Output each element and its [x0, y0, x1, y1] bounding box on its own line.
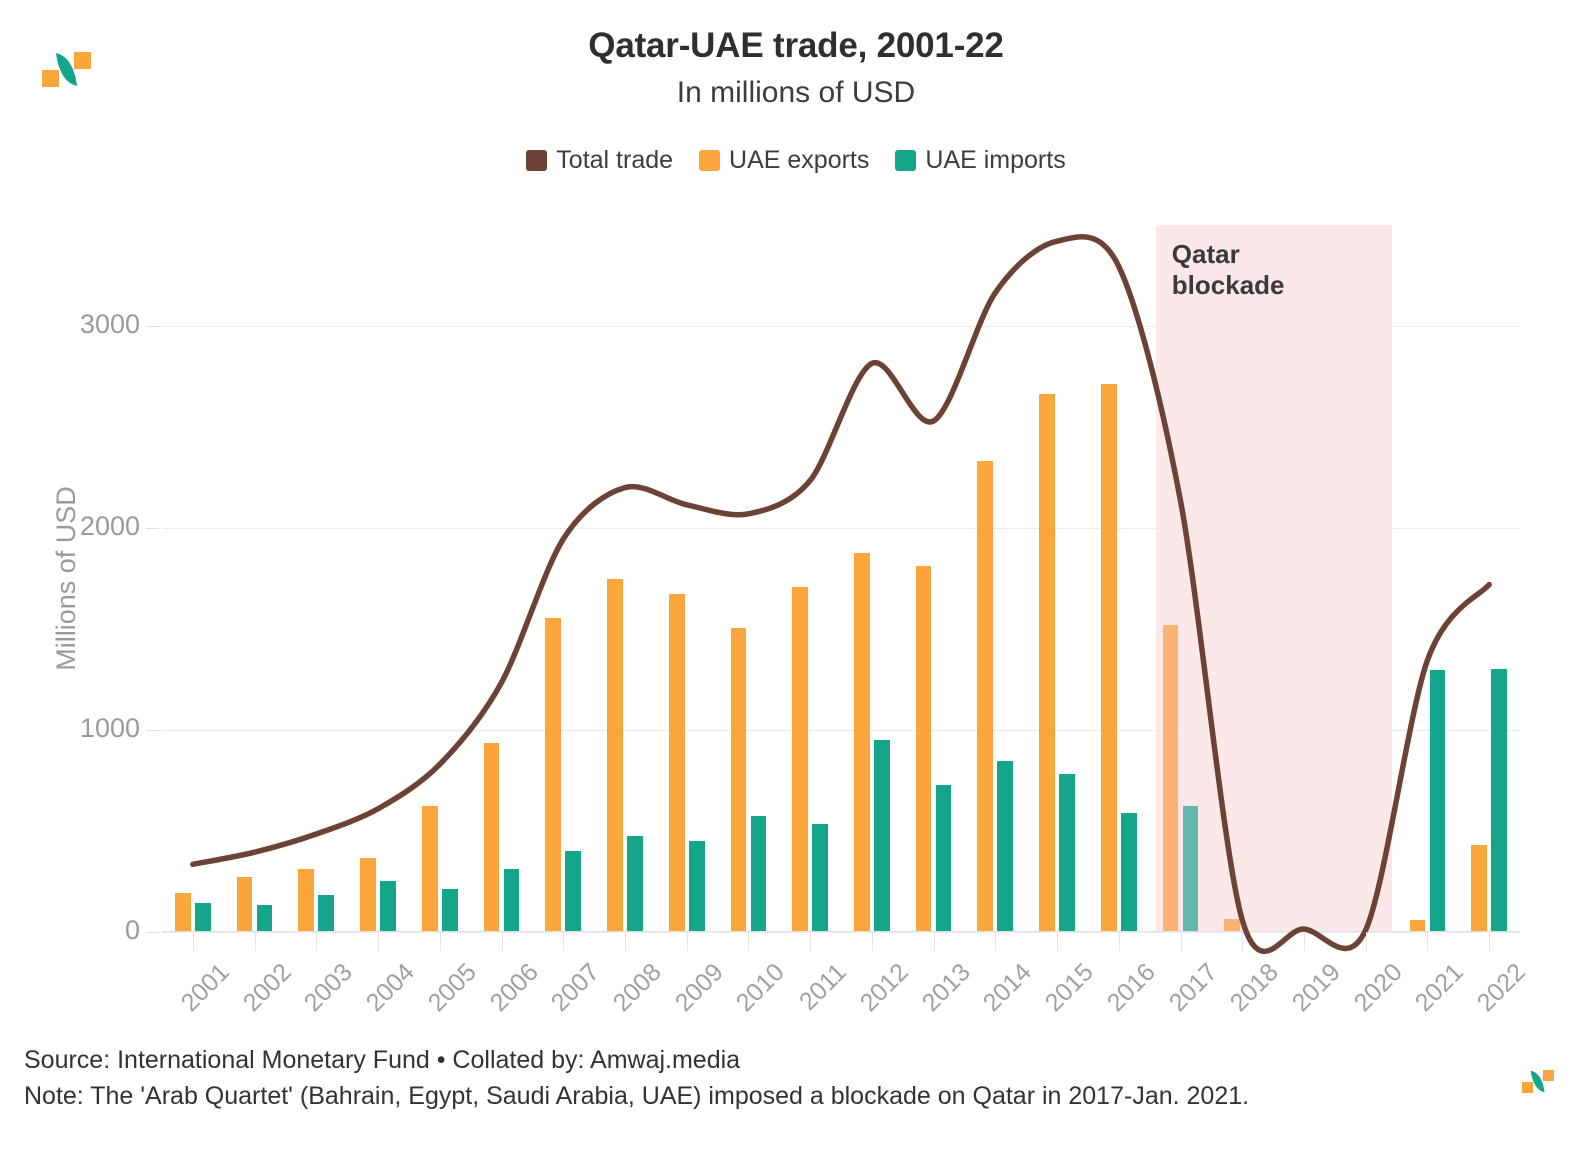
bar-imports-2017[interactable]: [1182, 805, 1199, 931]
legend-item-total-trade[interactable]: Total trade: [526, 148, 673, 173]
bar-imports-2003[interactable]: [318, 894, 335, 931]
amwaj-logo-icon: [42, 52, 92, 88]
x-tick: [1489, 932, 1491, 951]
bar-imports-2005[interactable]: [441, 888, 458, 931]
footer-source: Source: International Monetary Fund • Co…: [24, 1046, 741, 1074]
chart-legend: Total trade UAE exports UAE imports: [0, 148, 1592, 173]
bar-imports-2012[interactable]: [874, 740, 890, 931]
chart-title: Qatar-UAE trade, 2001-22: [588, 26, 1004, 65]
bar-imports-2002[interactable]: [256, 904, 273, 931]
gridline: [162, 730, 1520, 731]
bar-exports-2009[interactable]: [668, 593, 685, 931]
bar-imports-2013[interactable]: [935, 784, 952, 931]
x-tick: [192, 932, 194, 951]
x-tick: [1057, 932, 1059, 951]
bar-imports-2015[interactable]: [1059, 774, 1075, 931]
x-tick: [748, 932, 750, 951]
logo-swoosh-icon: [56, 53, 77, 86]
plot-area: 0 1000 2000 3000 2001 2002 2003 2004 2005 2006 20…: [80, 225, 1531, 1017]
bar-exports-2018[interactable]: [1224, 918, 1241, 931]
bar-exports-2001[interactable]: [174, 892, 191, 931]
bar-imports-2006[interactable]: [503, 869, 520, 931]
y-tick-label: 1000: [79, 713, 140, 743]
x-tick: [439, 932, 441, 951]
legend-item-uae-imports[interactable]: UAE imports: [895, 146, 1066, 174]
y-tick-dash: [146, 326, 159, 327]
legend-swatch-total-trade: [526, 150, 548, 171]
x-axis-baseline: [162, 931, 1520, 932]
bar-exports-2017[interactable]: [1162, 624, 1179, 931]
bar-imports-2004[interactable]: [380, 880, 396, 931]
bar-imports-2021[interactable]: [1429, 670, 1446, 931]
x-tick: [316, 932, 318, 951]
x-tick: [501, 932, 503, 951]
legend-item-uae-exports[interactable]: UAE exports: [699, 148, 869, 173]
y-tick-dash: [146, 528, 159, 529]
x-tick: [563, 932, 565, 951]
x-tick: [810, 932, 812, 951]
bar-exports-2008[interactable]: [607, 578, 623, 931]
bar-exports-2007[interactable]: [545, 617, 562, 931]
x-tick: [1180, 932, 1182, 951]
bar-exports-2010[interactable]: [730, 628, 747, 931]
legend-label-total-trade: Total trade: [556, 146, 674, 174]
blockade-annotation: Qatar blockade: [1171, 239, 1285, 300]
x-tick: [1118, 932, 1120, 951]
logo-footer-swoosh-icon: [1530, 1070, 1545, 1093]
bar-imports-2016[interactable]: [1120, 812, 1137, 931]
x-tick: [378, 932, 380, 951]
y-tick-label: 0: [124, 915, 140, 945]
x-tick: [254, 932, 256, 951]
bar-imports-2009[interactable]: [688, 841, 705, 931]
bar-exports-2016[interactable]: [1100, 383, 1117, 931]
bar-exports-2014[interactable]: [977, 461, 994, 931]
x-tick: [1303, 932, 1305, 951]
bar-exports-2004[interactable]: [360, 858, 376, 931]
bar-exports-2002[interactable]: [236, 877, 253, 931]
legend-label-uae-imports: UAE imports: [925, 146, 1066, 174]
bar-exports-2022[interactable]: [1471, 845, 1487, 931]
footer-note: Note: The 'Arab Quartet' (Bahrain, Egypt…: [24, 1081, 1250, 1110]
x-tick: [933, 932, 935, 951]
chart-footer: Source: International Monetary Fund • Co…: [24, 1043, 1484, 1114]
gridline: [162, 932, 1520, 933]
y-tick-label: 3000: [79, 309, 140, 339]
y-tick-label: 2000: [79, 511, 140, 541]
bar-exports-2003[interactable]: [298, 869, 315, 931]
x-tick: [686, 932, 688, 951]
bar-imports-2014[interactable]: [997, 761, 1014, 931]
y-tick-dash: [146, 730, 159, 731]
chart-subtitle: In millions of USD: [676, 76, 916, 109]
x-tick: [624, 932, 626, 951]
amwaj-logo-footer-icon: [1522, 1070, 1556, 1094]
legend-swatch-uae-exports: [699, 150, 721, 171]
x-tick: [995, 932, 997, 951]
bar-imports-2022[interactable]: [1491, 669, 1508, 931]
gridline: [162, 528, 1520, 529]
gridline: [162, 326, 1520, 327]
bar-exports-2012[interactable]: [853, 553, 870, 931]
bar-imports-2008[interactable]: [627, 836, 643, 931]
x-tick: [1242, 932, 1244, 951]
x-tick: [1427, 932, 1429, 951]
bar-exports-2015[interactable]: [1039, 393, 1055, 931]
bar-exports-2011[interactable]: [792, 586, 808, 931]
bar-imports-2011[interactable]: [812, 823, 829, 931]
bar-exports-2013[interactable]: [915, 566, 932, 931]
bar-imports-2001[interactable]: [195, 902, 211, 931]
y-tick-dash: [146, 932, 159, 933]
bar-imports-2007[interactable]: [565, 851, 582, 931]
x-tick: [871, 932, 873, 951]
legend-label-uae-exports: UAE exports: [729, 146, 870, 174]
legend-swatch-uae-imports: [895, 150, 917, 171]
bar-exports-2006[interactable]: [483, 743, 500, 931]
x-tick: [1365, 932, 1367, 951]
bar-exports-2005[interactable]: [421, 805, 438, 931]
bar-imports-2010[interactable]: [750, 815, 767, 931]
bar-exports-2021[interactable]: [1409, 919, 1426, 931]
